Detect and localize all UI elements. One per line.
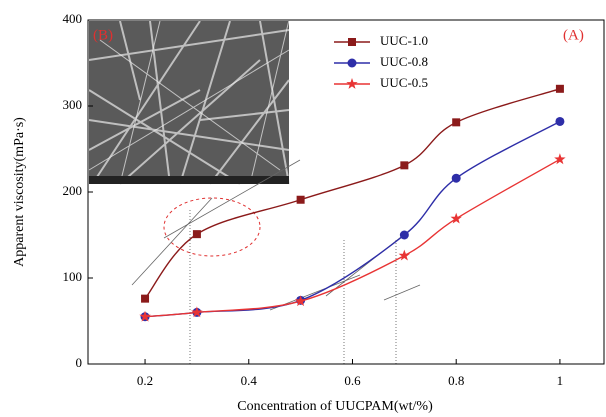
- annotation: (B): [93, 27, 113, 43]
- y-tick-label: 0: [76, 355, 83, 370]
- series-line: [144, 88, 561, 300]
- highlight-ellipse: [163, 197, 261, 257]
- marker: [400, 161, 409, 170]
- annotation: (A): [563, 27, 584, 43]
- marker: [347, 58, 357, 68]
- legend-label: UUC-1.0: [380, 33, 428, 48]
- marker: [451, 173, 461, 183]
- y-tick-label: 100: [63, 269, 83, 284]
- marker: [554, 153, 566, 165]
- marker: [555, 84, 564, 93]
- x-tick-label: 0.2: [137, 373, 153, 388]
- legend-label: UUC-0.5: [380, 75, 428, 90]
- marker: [296, 195, 305, 204]
- marker: [139, 310, 151, 322]
- marker: [399, 230, 409, 240]
- x-tick-label: 1: [557, 373, 564, 388]
- x-axis-label: Concentration of UUCPAM(wt/%): [237, 399, 433, 414]
- x-tick-label: 0.8: [448, 373, 464, 388]
- marker: [450, 212, 462, 224]
- marker: [348, 38, 356, 46]
- y-tick-label: 200: [63, 183, 83, 198]
- legend-label: UUC-0.8: [380, 54, 428, 69]
- marker: [398, 249, 410, 261]
- guide-lines: [189, 210, 397, 364]
- marker: [141, 294, 150, 303]
- sem-inset: [88, 19, 290, 185]
- marker: [346, 78, 358, 89]
- marker: [191, 306, 203, 318]
- marker: [555, 116, 565, 126]
- marker: [452, 118, 461, 127]
- x-tick-label: 0.6: [344, 373, 361, 388]
- y-tick-label: 400: [63, 11, 83, 26]
- y-tick-label: 300: [63, 97, 83, 112]
- y-axis-label: Apparent viscosity(mPa·s): [12, 117, 27, 267]
- marker: [294, 295, 307, 307]
- x-tick-label: 0.4: [241, 373, 258, 388]
- marker: [192, 230, 201, 239]
